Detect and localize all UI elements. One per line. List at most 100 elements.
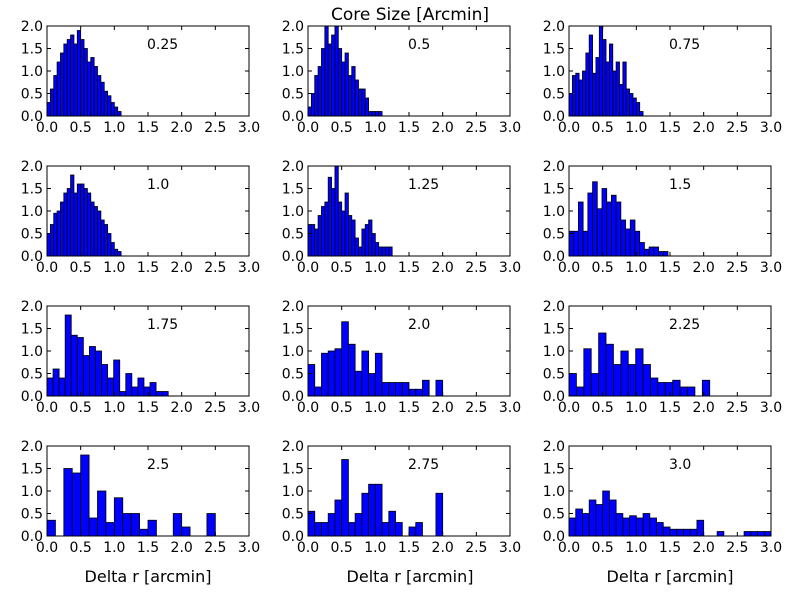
y-tick-label: 0.0	[21, 109, 43, 125]
bar	[639, 242, 645, 257]
x-tick-label: 2.0	[693, 540, 715, 556]
bar	[620, 219, 626, 257]
x-tick-label: 0.5	[331, 540, 353, 556]
bar	[354, 370, 363, 397]
bar	[635, 517, 644, 537]
y-tick-label: 1.5	[543, 462, 565, 478]
bar	[307, 364, 316, 397]
y-tick-label: 0.5	[282, 507, 304, 523]
y-tick-label: 1.0	[282, 484, 304, 500]
x-tick-label: 3.0	[238, 120, 260, 136]
x-tick-label: 2.0	[432, 260, 454, 276]
y-tick-label: 0.0	[282, 529, 304, 545]
panel-label: 0.75	[669, 37, 700, 53]
bar	[381, 382, 390, 397]
bar	[93, 206, 98, 257]
x-tick-label: 3.0	[760, 260, 782, 276]
bar	[206, 513, 216, 537]
x-tick-label: 1.0	[625, 540, 647, 556]
panel-label: 1.25	[408, 177, 439, 193]
bar	[605, 343, 614, 397]
x-tick-label: 0.0	[36, 540, 58, 556]
x-tick-label: 0.5	[592, 260, 614, 276]
bar	[341, 61, 346, 117]
y-tick-label: 2.0	[282, 19, 304, 35]
bar	[80, 39, 85, 117]
bar	[656, 522, 664, 537]
panel-11: 0.0 0.5 1.0 1.5 2.0 2.5 3.0 0.0 0.5 1.0 1.5 2.0 2.75	[282, 439, 521, 556]
bar	[368, 111, 373, 117]
bar	[70, 174, 75, 257]
bar	[568, 230, 575, 257]
bar	[341, 321, 349, 397]
y-tick-label: 0.5	[543, 227, 565, 243]
bar	[100, 219, 105, 257]
y-tick-label: 1.0	[543, 204, 565, 220]
bar	[676, 528, 684, 537]
x-tick-label: 0.0	[558, 400, 580, 416]
x-tick-label: 2.0	[432, 120, 454, 136]
y-tick-label: 0.0	[21, 529, 43, 545]
bar	[687, 386, 696, 397]
bar	[117, 111, 122, 117]
bar	[629, 93, 634, 117]
bar	[324, 201, 329, 257]
y-tick-label: 1.0	[21, 64, 43, 80]
bar	[172, 513, 183, 537]
bar	[415, 522, 423, 537]
bar	[103, 90, 108, 117]
bar	[696, 519, 705, 537]
x-tick-label: 0.0	[558, 260, 580, 276]
bar	[609, 43, 614, 117]
bar	[588, 34, 593, 117]
bar	[97, 210, 102, 257]
bar	[327, 513, 336, 537]
x-tick-label: 1.5	[398, 540, 420, 556]
bar	[321, 48, 326, 117]
panel-7: 0.0 0.5 1.0 1.5 2.0 2.5 3.0 0.0 0.5 1.0 1.5 2.0 1.75	[21, 299, 260, 416]
x-tick-label: 0.5	[70, 120, 92, 136]
bar	[113, 359, 121, 397]
bar	[93, 66, 98, 117]
y-tick-label: 0.5	[543, 87, 565, 103]
panels: 0.0 0.5 1.0 1.5 2.0 2.5 3.0 0.0 0.5 1.0 1.5 2.0 0.25…	[21, 19, 782, 556]
x-tick-label: 2.5	[726, 260, 748, 276]
bar	[83, 48, 88, 117]
y-tick-label: 1.5	[543, 182, 565, 198]
figure-title: Core Size [Arcmin]	[331, 5, 489, 25]
y-tick-label: 1.5	[21, 182, 43, 198]
x-tick-label: 2.5	[465, 400, 487, 416]
x-tick-label: 3.0	[238, 540, 260, 556]
bar	[658, 251, 664, 257]
x-tick-label: 1.0	[364, 120, 386, 136]
bar	[595, 504, 604, 537]
bar	[635, 348, 644, 397]
bar	[337, 201, 343, 257]
bar	[598, 332, 607, 397]
bar	[46, 519, 56, 537]
y-tick-label: 1.0	[543, 344, 565, 360]
panel-9: 0.0 0.5 1.0 1.5 2.0 2.5 3.0 0.0 0.5 1.0 1.5 2.0 2.25	[543, 299, 782, 416]
bar	[625, 228, 631, 257]
y-tick-label: 1.5	[282, 182, 304, 198]
bar	[583, 348, 592, 397]
bar	[573, 230, 579, 257]
x-tick-label: 0.5	[592, 120, 614, 136]
x-tick-label: 1.0	[103, 260, 125, 276]
bar	[401, 382, 410, 397]
bar	[73, 192, 78, 257]
bar	[568, 93, 573, 117]
bar	[327, 176, 332, 257]
bar	[327, 350, 336, 397]
y-tick-label: 0.0	[21, 389, 43, 405]
x-tick-label: 0.5	[331, 120, 353, 136]
y-tick-label: 2.0	[543, 439, 565, 455]
panel-label: 3.0	[669, 457, 691, 473]
y-tick-label: 0.0	[282, 389, 304, 405]
y-tick-label: 0.5	[543, 507, 565, 523]
bar	[664, 382, 674, 397]
x-tick-label: 1.5	[659, 540, 681, 556]
x-tick-label: 0.0	[297, 400, 319, 416]
bar	[422, 379, 430, 397]
